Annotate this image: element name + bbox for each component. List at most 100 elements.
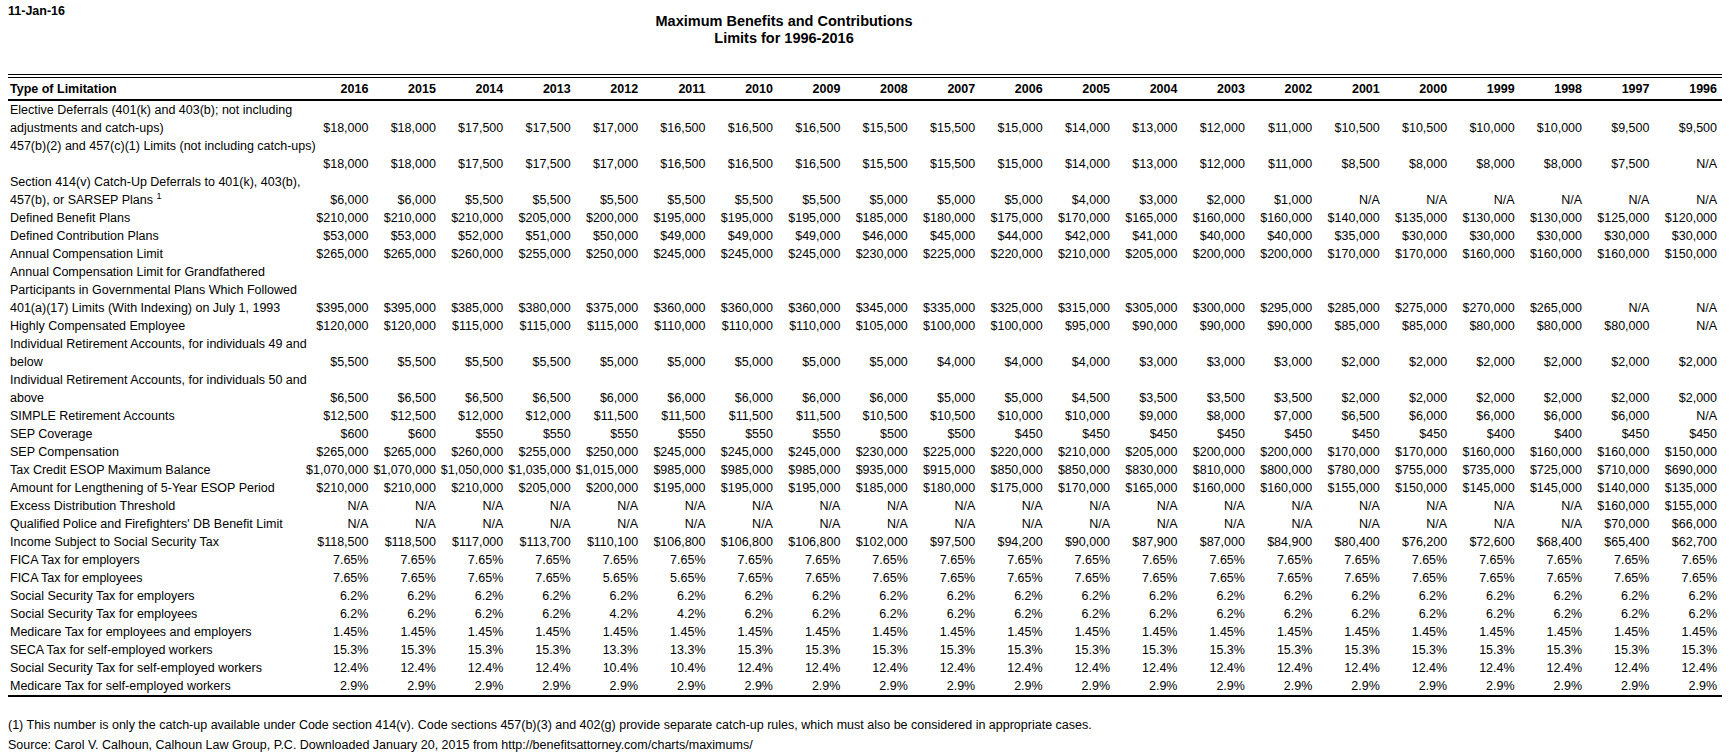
limit-value-cell: 15.3% [845, 641, 912, 659]
limitation-label: FICA Tax for employers [8, 551, 306, 569]
limit-value-cell: $195,000 [778, 479, 845, 497]
limitation-label-line: Social Security Tax for employees [10, 605, 306, 623]
year-column-header: 2000 [1385, 76, 1452, 100]
table-row: Income Subject to Social Security Tax$11… [8, 533, 1722, 551]
limit-value-cell: 6.2% [913, 587, 980, 605]
limitation-label: Medicare Tax for employees and employers [8, 623, 306, 641]
limit-value-cell: 15.3% [1520, 641, 1587, 659]
limit-value-cell: $11,500 [643, 407, 710, 425]
limit-value-cell: $10,500 [1385, 100, 1452, 137]
limit-value-cell: $6,500 [508, 371, 575, 407]
limit-value-cell: $4,000 [1048, 335, 1115, 371]
limit-value-cell: 2.9% [1250, 677, 1317, 696]
limit-value-cell: $12,500 [373, 407, 440, 425]
year-column-header: 2015 [373, 76, 440, 100]
limit-value-cell: 7.65% [845, 551, 912, 569]
limit-value-cell: $160,000 [1587, 245, 1654, 263]
limit-value-cell: 7.65% [1182, 569, 1249, 587]
limit-value-cell: $12,000 [1182, 100, 1249, 137]
table-row: Medicare Tax for employees and employers… [8, 623, 1722, 641]
limit-value-cell: N/A [1452, 515, 1519, 533]
limit-value-cell: $17,500 [441, 100, 508, 137]
limitation-label-line: Amount for Lengthening of 5-Year ESOP Pe… [10, 479, 306, 497]
limit-value-cell: 6.2% [306, 605, 373, 623]
limit-value-cell: 6.2% [1654, 605, 1722, 623]
limit-value-cell: $295,000 [1250, 263, 1317, 317]
limit-value-cell: 15.3% [1048, 641, 1115, 659]
limit-value-cell: $5,500 [508, 173, 575, 209]
limitation-label: Social Security Tax for employers [8, 587, 306, 605]
year-column-header: 2002 [1250, 76, 1317, 100]
limit-value-cell: $2,000 [1317, 371, 1384, 407]
limitation-label: FICA Tax for employees [8, 569, 306, 587]
limit-value-cell: $46,000 [845, 227, 912, 245]
limit-value-cell: $8,000 [1182, 407, 1249, 425]
limitation-label-line: Section 414(v) Catch-Up Deferrals to 401… [10, 173, 306, 191]
limit-value-cell: 7.65% [1182, 551, 1249, 569]
limit-value-cell: N/A [1048, 497, 1115, 515]
limit-value-cell: N/A [508, 515, 575, 533]
limit-value-cell: 2.9% [1520, 677, 1587, 696]
limit-value-cell: $42,000 [1048, 227, 1115, 245]
limit-value-cell: $5,000 [980, 173, 1047, 209]
limitation-label: Qualified Police and Firefighters' DB Be… [8, 515, 306, 533]
table-row: Tax Credit ESOP Maximum Balance$1,070,00… [8, 461, 1722, 479]
limitation-label-line: 457(b), or SARSEP Plans 1 [10, 191, 306, 209]
limit-value-cell: 15.3% [1654, 641, 1722, 659]
limit-value-cell: $265,000 [1520, 263, 1587, 317]
header-row: Type of Limitation 201620152014201320122… [8, 76, 1722, 100]
limit-value-cell: $3,000 [1250, 335, 1317, 371]
limit-value-cell: 7.65% [980, 551, 1047, 569]
year-column-header: 2008 [845, 76, 912, 100]
limit-value-cell: 12.4% [913, 659, 980, 677]
limit-value-cell: $90,000 [1182, 317, 1249, 335]
limitation-label: Medicare Tax for self-employed workers [8, 677, 306, 696]
limit-value-cell: $140,000 [1317, 209, 1384, 227]
limit-value-cell: $195,000 [711, 479, 778, 497]
limit-value-cell: $175,000 [980, 209, 1047, 227]
limit-value-cell: N/A [1654, 137, 1722, 173]
limit-value-cell: 1.45% [913, 623, 980, 641]
table-row: Defined Benefit Plans$210,000$210,000$21… [8, 209, 1722, 227]
limit-value-cell: $5,000 [643, 335, 710, 371]
limit-value-cell: $800,000 [1250, 461, 1317, 479]
limitation-label-line: Participants in Governmental Plans Which… [10, 281, 306, 299]
limit-value-cell: $8,000 [1385, 137, 1452, 173]
type-of-limitation-header: Type of Limitation [8, 76, 306, 100]
limit-value-cell: $2,000 [1452, 371, 1519, 407]
limit-value-cell: $1,070,000 [306, 461, 373, 479]
table-row: FICA Tax for employees7.65%7.65%7.65%7.6… [8, 569, 1722, 587]
limit-value-cell: $200,000 [1182, 245, 1249, 263]
limit-value-cell: $16,500 [643, 137, 710, 173]
limit-value-cell: 6.2% [1317, 605, 1384, 623]
limitation-label: SEP Coverage [8, 425, 306, 443]
limit-value-cell: 12.4% [1587, 659, 1654, 677]
limit-value-cell: 15.3% [778, 641, 845, 659]
limit-value-cell: $550 [778, 425, 845, 443]
limit-value-cell: 1.45% [1385, 623, 1452, 641]
limit-value-cell: $780,000 [1317, 461, 1384, 479]
limit-value-cell: $17,500 [508, 100, 575, 137]
limitation-label: Annual Compensation Limit [8, 245, 306, 263]
limitation-label: Tax Credit ESOP Maximum Balance [8, 461, 306, 479]
limit-value-cell: $245,000 [778, 245, 845, 263]
year-column-header: 2004 [1115, 76, 1182, 100]
limit-value-cell: 7.65% [845, 569, 912, 587]
limit-value-cell: 1.45% [508, 623, 575, 641]
limit-value-cell: $6,000 [1452, 407, 1519, 425]
limit-value-cell: $160,000 [1587, 497, 1654, 515]
limit-value-cell: $210,000 [306, 209, 373, 227]
limit-value-cell: $385,000 [441, 263, 508, 317]
limit-value-cell: $35,000 [1317, 227, 1384, 245]
limit-value-cell: 1.45% [1587, 623, 1654, 641]
limit-value-cell: 6.2% [1048, 605, 1115, 623]
limit-value-cell: $245,000 [711, 443, 778, 461]
limit-value-cell: $6,500 [441, 371, 508, 407]
limit-value-cell: $400 [1520, 425, 1587, 443]
limit-value-cell: N/A [1520, 497, 1587, 515]
limit-value-cell: 6.2% [1385, 605, 1452, 623]
limit-value-cell: $175,000 [980, 479, 1047, 497]
limit-value-cell: $6,000 [576, 371, 643, 407]
limit-value-cell: $3,500 [1182, 371, 1249, 407]
limit-value-cell: $13,000 [1115, 137, 1182, 173]
